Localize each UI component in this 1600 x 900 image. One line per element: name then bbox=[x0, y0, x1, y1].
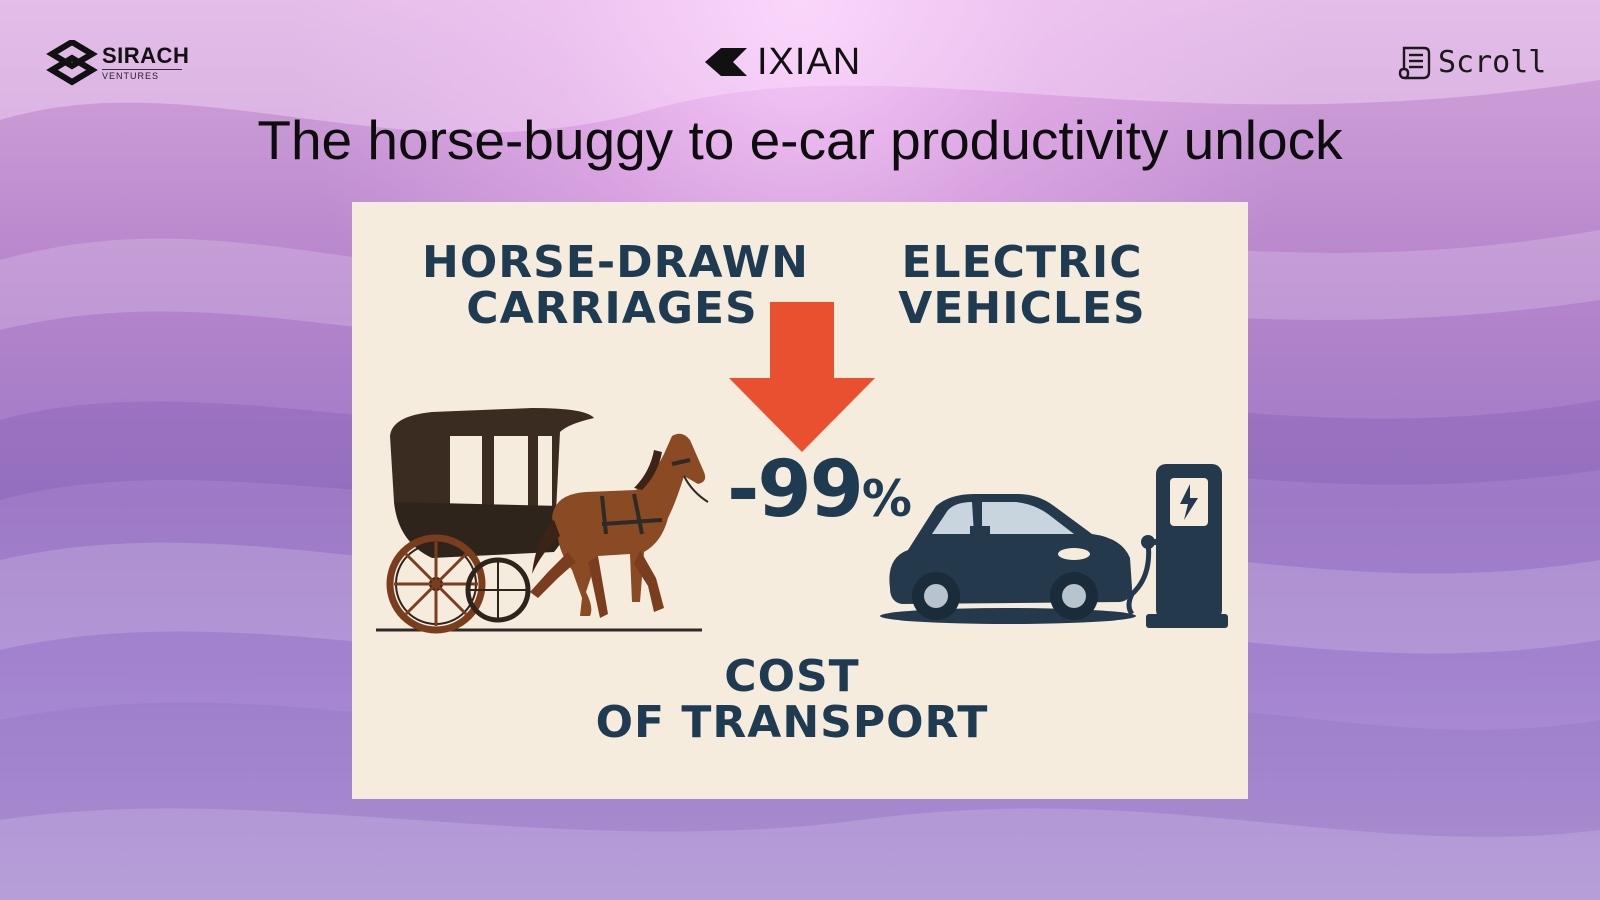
cost-change-unit: % bbox=[861, 470, 912, 528]
ev-label-line1: ELECTRIC bbox=[901, 237, 1143, 288]
cost-label-line1: COST bbox=[724, 651, 860, 702]
cost-label-line2: OF TRANSPORT bbox=[595, 697, 989, 748]
horse-drawn-carriages-label: HORSE-DRAWN CARRIAGES bbox=[422, 237, 809, 334]
ixian-mark-icon bbox=[705, 48, 747, 76]
sirach-logo-subtitle: VENTURES bbox=[102, 69, 182, 81]
sirach-mark-icon bbox=[46, 40, 98, 86]
cost-of-transport-label: COST OF TRANSPORT bbox=[592, 654, 992, 746]
sirach-logo-name: SIRACH bbox=[102, 43, 190, 68]
horse-label-line1: HORSE-DRAWN bbox=[422, 237, 809, 288]
scroll-logo: Scroll bbox=[1396, 44, 1546, 82]
infographic-card: HORSE-DRAWN CARRIAGES ELECTRIC VEHICLES … bbox=[352, 202, 1248, 799]
slide-title: The horse-buggy to e-car productivity un… bbox=[257, 109, 1343, 171]
lightning-bolt-icon bbox=[1180, 484, 1198, 520]
ixian-logo: IXIAN bbox=[703, 42, 861, 82]
scroll-mark-icon bbox=[1398, 46, 1431, 80]
horse-carriage-illustration bbox=[376, 408, 709, 634]
down-arrow-icon bbox=[729, 302, 875, 452]
sirach-ventures-logo: SIRACH VENTURES bbox=[46, 40, 189, 86]
ev-label-line2: VEHICLES bbox=[898, 283, 1146, 334]
cost-change-value: -99% bbox=[727, 450, 927, 539]
charging-station-icon bbox=[1126, 464, 1228, 628]
horse-label-line2: CARRIAGES bbox=[466, 283, 758, 334]
cost-change-number: -99 bbox=[727, 445, 864, 535]
electric-car-illustration bbox=[880, 494, 1136, 624]
scroll-logo-name: Scroll bbox=[1438, 45, 1547, 80]
electric-vehicles-label: ELECTRIC VEHICLES bbox=[872, 240, 1172, 332]
ixian-logo-name: IXIAN bbox=[757, 41, 862, 83]
